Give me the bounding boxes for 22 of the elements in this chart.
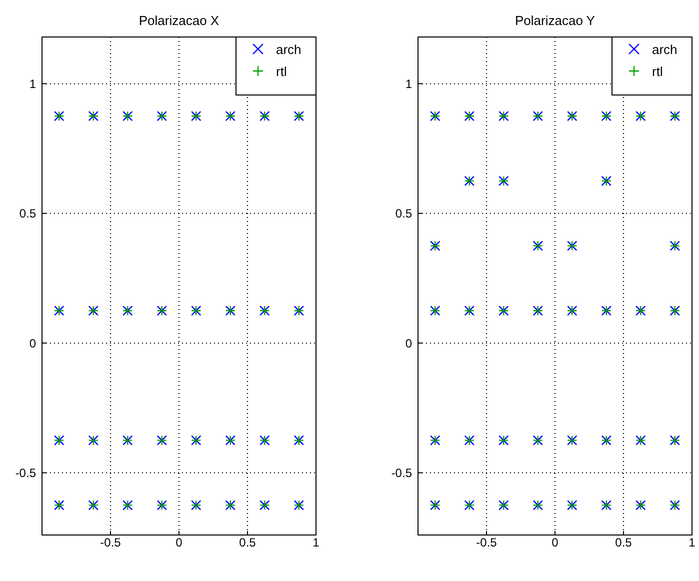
y-tick-label: 0 — [29, 336, 36, 350]
x-tick-label: 0.5 — [615, 536, 632, 550]
y-tick-label: 0.5 — [19, 206, 36, 221]
y-tick-label: -0.5 — [15, 466, 36, 480]
x-tick-label: -0.5 — [476, 536, 498, 550]
legend-label: rtl — [652, 64, 663, 79]
x-tick-label: 1 — [312, 536, 320, 550]
y-tick-label: 1 — [29, 76, 36, 91]
x-tick-label: 1 — [688, 536, 696, 550]
x-tick-label: -0.5 — [100, 536, 122, 550]
y-tick-label: 0.5 — [395, 206, 412, 221]
chart-title: Polarizacao X — [138, 13, 220, 28]
x-tick-label: 0 — [176, 536, 183, 550]
legend-label: arch — [652, 42, 678, 57]
x-tick-label: 0.5 — [239, 536, 256, 550]
legend-label: rtl — [276, 64, 287, 79]
chart-title: Polarizacao Y — [515, 13, 596, 28]
x-tick-label: 0 — [552, 536, 559, 550]
y-tick-label: -0.5 — [391, 466, 412, 480]
y-tick-label: 0 — [405, 336, 412, 350]
legend-label: arch — [276, 42, 302, 57]
y-tick-label: 1 — [405, 76, 412, 91]
